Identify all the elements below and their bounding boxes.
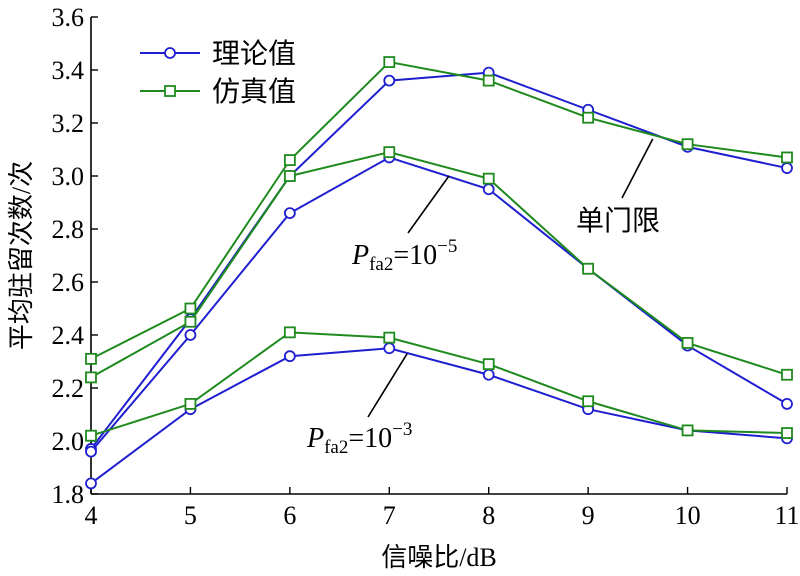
annotation-leader bbox=[407, 175, 450, 234]
x-axis-label: 信噪比/dB bbox=[381, 543, 497, 572]
data-point-square bbox=[482, 358, 495, 371]
annotation-leader bbox=[367, 353, 408, 418]
legend-label: 理论值 bbox=[212, 38, 296, 70]
data-point-square bbox=[184, 302, 197, 315]
data-point-square bbox=[283, 154, 296, 167]
series-path bbox=[90, 151, 788, 379]
data-point-circle bbox=[184, 329, 197, 341]
data-point-circle bbox=[383, 74, 396, 87]
x-tick-label: 10 bbox=[675, 501, 701, 530]
y-tick-label: 1.8 bbox=[52, 480, 85, 509]
data-point-square bbox=[482, 172, 495, 185]
data-point-square bbox=[85, 371, 97, 384]
y-tick-label: 3.0 bbox=[52, 162, 85, 191]
data-point-square bbox=[85, 429, 97, 442]
annotation-pfa2-1e-3: Pfa2=10−3 bbox=[306, 419, 412, 458]
x-tick-label: 5 bbox=[184, 501, 197, 530]
x-tick-label: 11 bbox=[774, 501, 799, 530]
series-path bbox=[90, 71, 788, 450]
data-point-square bbox=[681, 138, 694, 151]
y-tick-label: 3.4 bbox=[52, 56, 85, 85]
data-point-square bbox=[681, 337, 694, 349]
data-point-square bbox=[184, 397, 197, 410]
series-path bbox=[90, 347, 788, 485]
data-point-circle bbox=[383, 342, 396, 355]
series-path bbox=[90, 60, 788, 360]
data-point-square bbox=[383, 331, 396, 344]
data-point-square bbox=[85, 352, 97, 365]
series-line bbox=[85, 56, 793, 365]
series-line bbox=[85, 326, 793, 442]
data-point-square bbox=[582, 395, 595, 408]
data-point-square bbox=[383, 56, 396, 68]
series-path bbox=[90, 331, 788, 437]
data-point-circle bbox=[164, 47, 176, 59]
y-tick-label: 2.0 bbox=[52, 427, 85, 456]
data-point-square bbox=[781, 151, 793, 164]
data-point-circle bbox=[283, 207, 296, 220]
axes: 4 5 6 7 8 9 10 11 1.8 2.0 2.2 2.4 2.6 2.8 3.0 3.2 3.4 3.6… bbox=[7, 3, 800, 572]
data-point-circle bbox=[781, 162, 793, 174]
legend-label: 仿真值 bbox=[212, 76, 296, 108]
y-tick-label: 3.6 bbox=[52, 3, 85, 32]
legend-item: 理论值 bbox=[140, 38, 296, 70]
data-point-circle bbox=[781, 397, 793, 410]
y-tick-label: 2.4 bbox=[52, 321, 85, 350]
data-point-square bbox=[482, 74, 495, 87]
x-tick-label: 9 bbox=[582, 501, 595, 530]
data-point-square bbox=[283, 170, 296, 182]
data-point-square bbox=[781, 368, 793, 381]
series-path bbox=[90, 156, 788, 453]
annotation-pfa2-1e-5: Pfa2=10−5 bbox=[351, 236, 457, 275]
data-point-square bbox=[681, 424, 694, 437]
data-point-square bbox=[781, 427, 793, 439]
x-tick-label: 8 bbox=[482, 501, 495, 530]
x-tick-label: 6 bbox=[283, 501, 296, 530]
x-tick-label: 7 bbox=[383, 501, 396, 530]
series-line bbox=[85, 66, 793, 455]
data-point-circle bbox=[283, 350, 296, 363]
x-tick-label: 4 bbox=[85, 501, 98, 530]
y-axis-label: 平均驻留次数/次 bbox=[7, 161, 36, 350]
data-point-circle bbox=[482, 183, 495, 196]
annotation-single-threshold: 单门限 bbox=[576, 205, 660, 237]
legend-item: 仿真值 bbox=[140, 76, 296, 108]
series-layer bbox=[85, 56, 793, 490]
y-tick-label: 3.2 bbox=[52, 109, 85, 138]
y-tick-label: 2.2 bbox=[52, 374, 85, 403]
data-point-square bbox=[582, 111, 595, 124]
series-line bbox=[85, 342, 793, 490]
data-point-circle bbox=[482, 368, 495, 381]
data-point-square bbox=[164, 85, 176, 97]
series-line bbox=[85, 146, 793, 384]
data-point-square bbox=[184, 315, 197, 328]
y-tick-label: 2.6 bbox=[52, 268, 85, 297]
y-tick-label: 2.8 bbox=[52, 215, 85, 244]
annotations: 单门限 Pfa2=10−5 Pfa2=10−3 bbox=[306, 138, 660, 458]
data-point-square bbox=[582, 262, 595, 275]
data-point-circle bbox=[85, 445, 97, 458]
data-point-square bbox=[283, 326, 296, 339]
annotation-leader bbox=[621, 138, 654, 199]
data-point-square bbox=[383, 146, 396, 159]
data-point-circle bbox=[85, 477, 97, 490]
